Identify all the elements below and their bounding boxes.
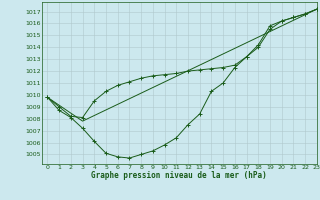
X-axis label: Graphe pression niveau de la mer (hPa): Graphe pression niveau de la mer (hPa) [91, 171, 267, 180]
